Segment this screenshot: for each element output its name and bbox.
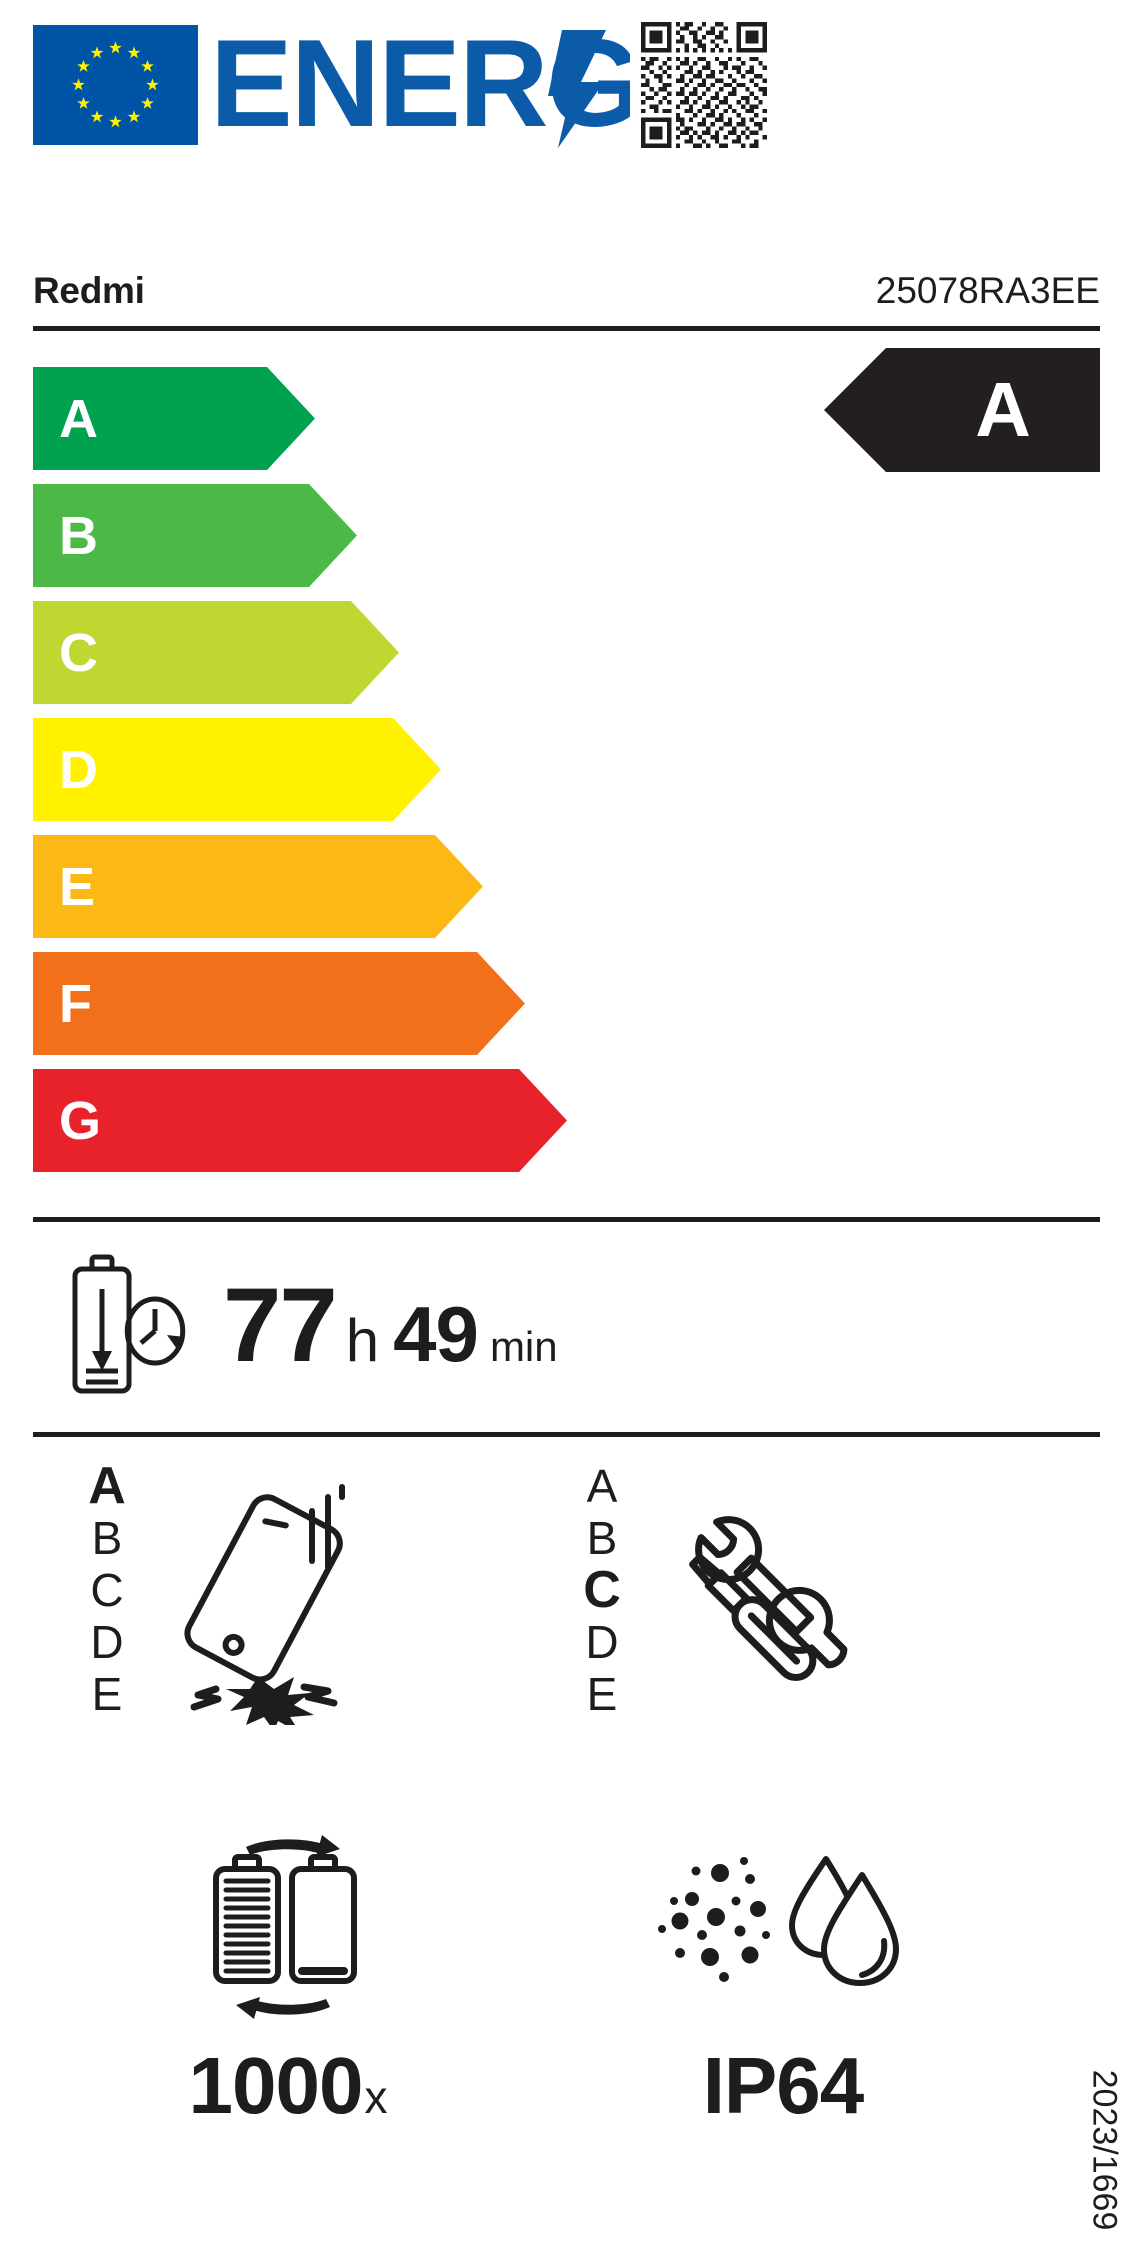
drop-resistance-class-e: E [91,1668,123,1720]
battery-cycles-cell: 1000 x [78,1830,578,2160]
battery-endurance-value: 77 h 49 min [223,1273,558,1378]
drop-resistance-class-d: D [90,1616,124,1668]
regulation-number: 2023/1669 [1082,2040,1126,2260]
ingress-protection-value: IP64 [702,2041,865,2130]
energy-class-bar-shape [33,484,357,587]
energy-class-bar-b: B [33,484,593,587]
energy-class-bar-d: D [33,718,593,821]
wrench-screwdriver-icon [649,1460,879,1740]
divider-top [33,326,1100,331]
repairability-class-a: A [586,1460,618,1512]
repairability-class-d: D [585,1616,619,1668]
energy-class-bar-shape [33,952,525,1055]
energy-class-bar-letter: G [59,1090,102,1151]
drop-resistance-class-c: C [90,1564,124,1616]
energy-class-bar-letter: D [59,739,98,800]
battery-hours: 77 [223,1267,338,1384]
battery-cycles-suffix: x [364,2071,388,2123]
battery-hours-unit: h [345,1307,380,1374]
ingress-protection-cell: IP64 [573,1830,1073,2160]
supplier-brand: Redmi [33,270,145,311]
dust-particles [658,1857,770,1982]
energy-class-bar-letter: B [59,505,98,566]
battery-endurance-block: 77 h 49 min [33,1248,1100,1403]
energy-class-bar-letter: F [59,973,92,1034]
battery-cycles-number: 1000 [188,2041,364,2130]
drop-resistance-class-a: A [88,1457,126,1515]
drop-resistance-class-b: B [91,1512,123,1564]
divider-bottom [33,1432,1100,1437]
energy-class-badge-letter: A [975,366,1031,453]
energy-class-bar-shape [33,718,441,821]
qr-code [641,22,767,148]
energy-class-badge: A [824,348,1100,472]
lightning-bolt-y [548,30,606,148]
supplier-identification-row: Redmi 25078RA3EE [33,268,1100,322]
divider-middle [33,1217,1100,1222]
energy-class-bar-shape [33,601,399,704]
label-header: ENERG [0,0,1134,175]
phone-drop-icon [154,1460,369,1740]
energy-class-bar-shape [33,835,483,938]
energy-class-bar-letter: E [59,856,96,917]
repairability-class-e: E [586,1668,618,1720]
energy-class-bar-letter: C [59,622,98,683]
battery-cycles-value: 1000 x [189,2046,388,2126]
energy-class-bar-shape [33,367,315,470]
battery-endurance-icon [33,1251,223,1401]
energy-class-bar-c: C [33,601,593,704]
battery-minutes: 49 [393,1290,479,1378]
eu-flag [33,25,198,145]
energy-class-bar-letter: A [59,388,98,449]
energy-class-bar-a: A [33,367,593,470]
model-identifier: 25078RA3EE [875,270,1100,311]
energy-class-bar-shape [33,1069,567,1172]
energy-class-bar-g: G [33,1069,593,1172]
battery-minutes-unit: min [489,1323,558,1370]
battery-cycles-icon [188,1830,388,2030]
ingress-protection-code: IP64 [702,2041,865,2130]
energy-class-bar-e: E [33,835,593,938]
energy-class-bar-f: F [33,952,593,1055]
regulation-number-text: 2023/1669 [1085,2069,1124,2231]
energy-wordmark: ENERG [210,22,630,148]
repairability-class-c: C [583,1561,621,1619]
dust-water-icon [658,1830,908,2030]
energy-class-badge-shape [824,348,1100,472]
repairability-class-b: B [586,1512,618,1564]
